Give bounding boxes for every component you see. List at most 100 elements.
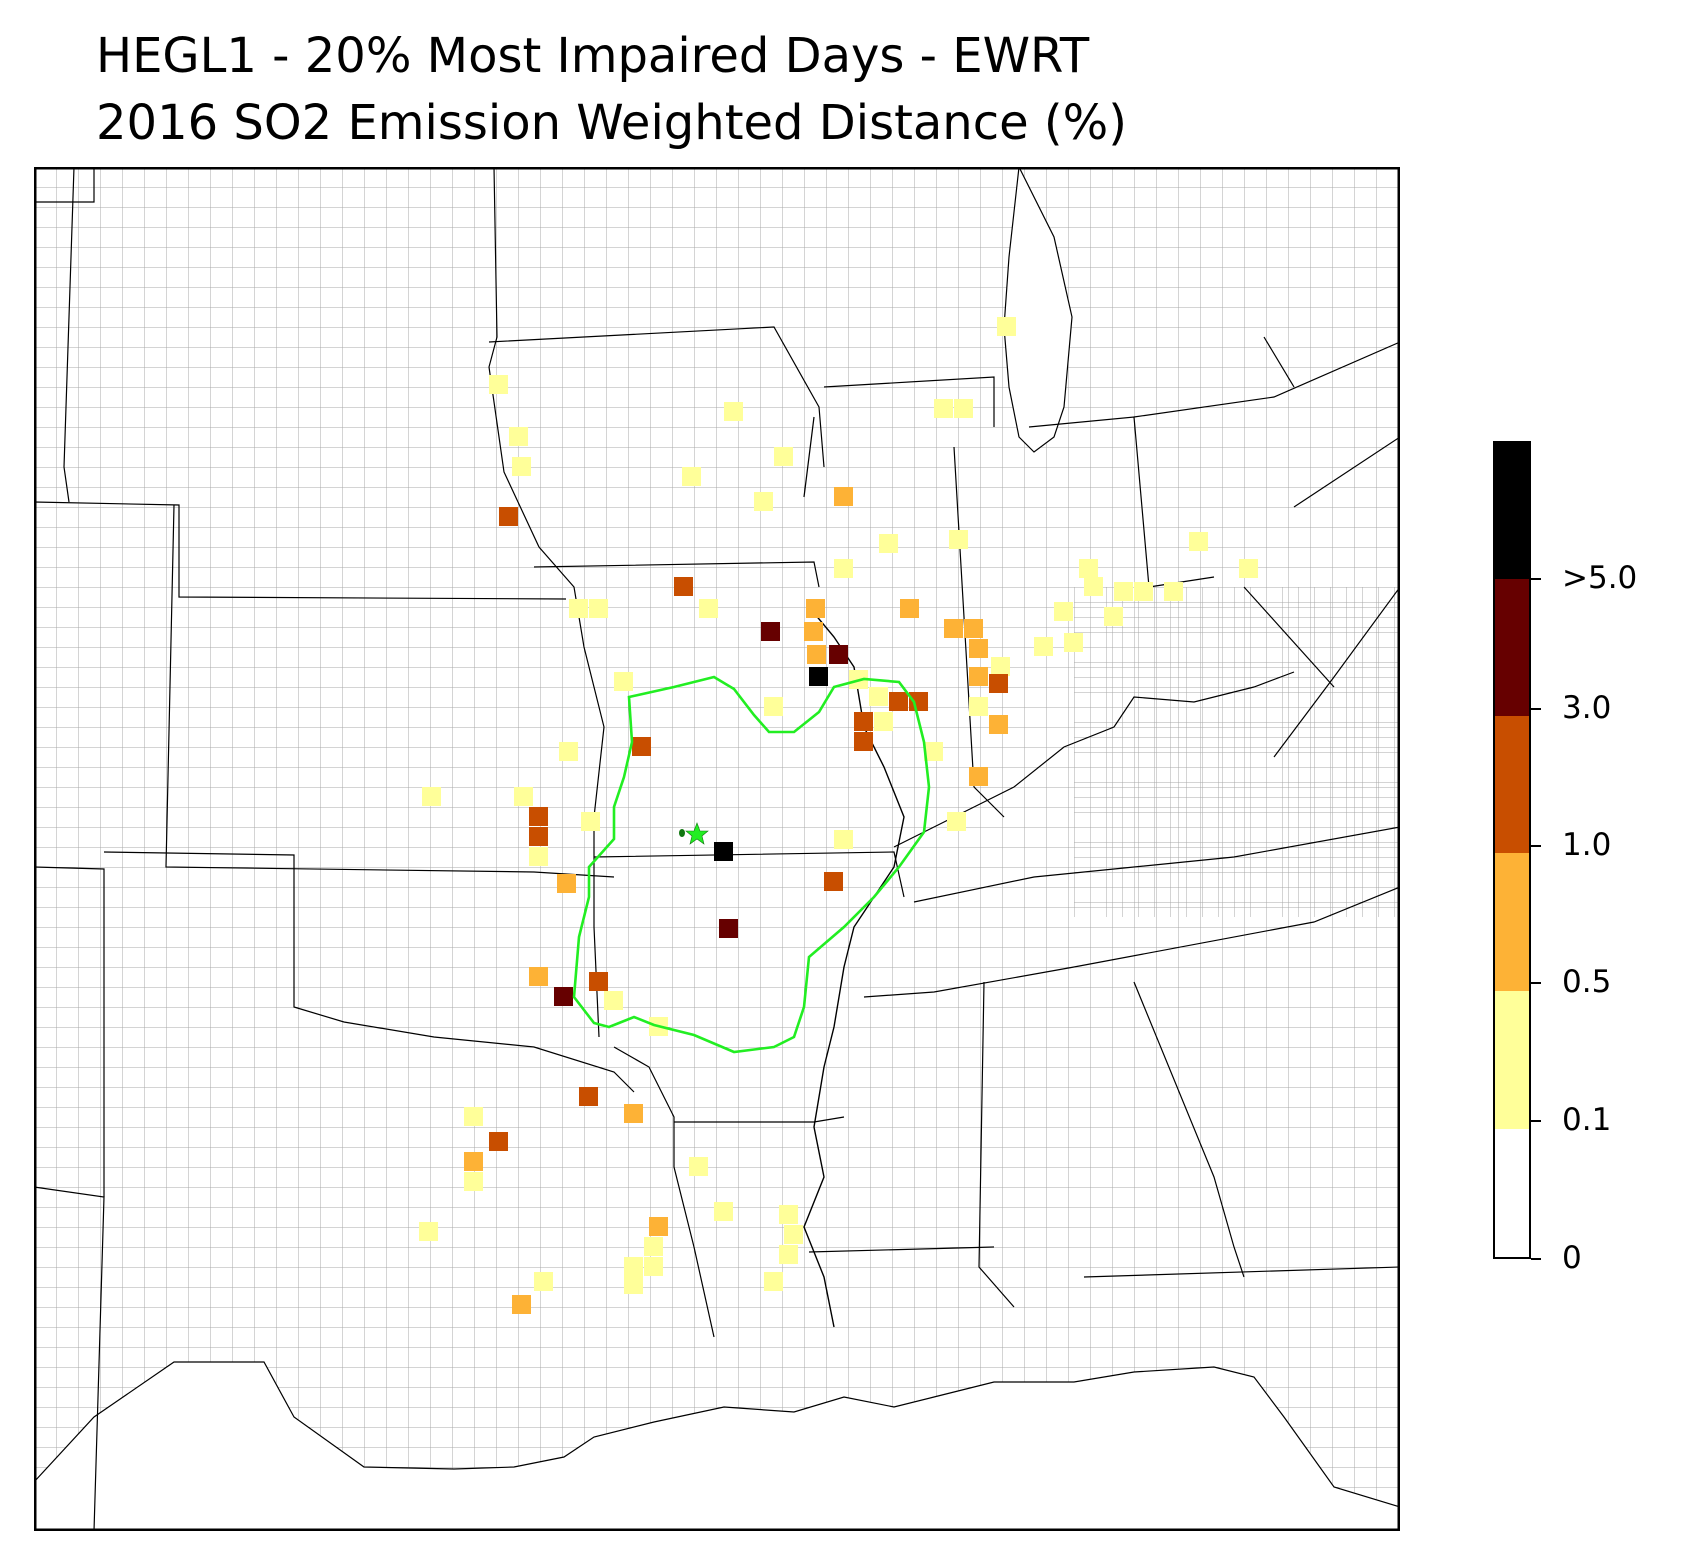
emission-cell [869, 687, 888, 706]
gulf-of-mexico [34, 1361, 1400, 1531]
colorbar-bin-5 [1493, 441, 1531, 579]
emission-cell [1189, 532, 1208, 551]
colorbar-label-1: 0.1 [1562, 1102, 1612, 1138]
colorbar-tick-5 [1531, 578, 1541, 580]
emission-cell [934, 399, 953, 418]
emission-cell [464, 1152, 483, 1171]
emission-cell [909, 692, 928, 711]
emission-cell [949, 530, 968, 549]
emission-cell [834, 830, 853, 849]
emission-cell [509, 427, 528, 446]
emission-cell [889, 692, 908, 711]
emission-cell [534, 1272, 553, 1291]
emission-cell [834, 487, 853, 506]
emission-cell [499, 507, 518, 526]
emission-cell [969, 767, 988, 786]
chart-title-line-2: 2016 SO2 Emission Weighted Distance (%) [96, 95, 1127, 151]
emission-cell [489, 1132, 508, 1151]
emission-cell [489, 375, 508, 394]
emission-cell [997, 317, 1016, 336]
emission-cell [579, 1087, 598, 1106]
emission-cell [809, 667, 828, 686]
colorbar-bin-2 [1493, 853, 1531, 991]
emission-cell [649, 1217, 668, 1236]
colorbar-tick-3 [1531, 845, 1541, 847]
colorbar-tick-0 [1531, 1258, 1541, 1260]
emission-cell [764, 697, 783, 716]
emission-cell [807, 645, 826, 664]
emission-cell [529, 827, 548, 846]
county-grid [34, 167, 1400, 1531]
emission-cell [991, 657, 1010, 676]
emission-cell [559, 742, 578, 761]
emission-cell [644, 1257, 663, 1276]
emission-cell [806, 599, 825, 618]
emission-cell [714, 842, 733, 861]
emission-cell [824, 872, 843, 891]
emission-cell [719, 919, 738, 938]
emission-cell [1079, 559, 1098, 578]
emission-cell [1034, 637, 1053, 656]
colorbar-tick-1 [1531, 1120, 1541, 1122]
emission-cell [774, 447, 793, 466]
emission-cell [1054, 602, 1073, 621]
emission-cell [614, 672, 633, 691]
emission-cell [1084, 577, 1103, 596]
emission-cell [581, 812, 600, 831]
emission-cell [419, 1222, 438, 1241]
trajectory-contour [572, 675, 931, 1054]
colorbar-label-2: 0.5 [1562, 964, 1612, 1000]
emission-cell [714, 1202, 733, 1221]
colorbar-tick-2 [1531, 982, 1541, 984]
emission-cells [419, 317, 1258, 1314]
colorbar-label-5: >5.0 [1562, 560, 1638, 596]
colorbar-label-4: 3.0 [1562, 690, 1612, 726]
emission-cell [1164, 582, 1183, 601]
ohio-river [893, 671, 1295, 848]
emission-cell [632, 737, 651, 756]
emission-cell [674, 577, 693, 596]
emission-cell [969, 639, 988, 658]
emission-cell [624, 1257, 643, 1276]
emission-cell [900, 599, 919, 618]
emission-cell [989, 674, 1008, 693]
emission-cell [554, 987, 573, 1006]
emission-cell [1114, 582, 1133, 601]
emission-cell [529, 967, 548, 986]
emission-cell [854, 732, 873, 751]
colorbar-label-3: 1.0 [1562, 827, 1612, 863]
emission-cell [529, 847, 548, 866]
receptor-marker [679, 829, 685, 837]
colorbar-bin-4 [1493, 579, 1531, 716]
emission-cell [947, 812, 966, 831]
emission-cell [557, 874, 576, 893]
emission-cell [1064, 633, 1083, 652]
colorbar-bin-1 [1493, 991, 1531, 1129]
emission-cell [924, 742, 943, 761]
emission-cell [879, 534, 898, 553]
emission-cell [874, 712, 893, 731]
colorbar-tick-4 [1531, 708, 1541, 710]
emission-cell [682, 467, 701, 486]
emission-cell [512, 457, 531, 476]
emission-cell [779, 1205, 798, 1224]
emission-cell [422, 787, 441, 806]
colorbar-label-0: 0 [1562, 1240, 1582, 1276]
emission-cell [1239, 559, 1258, 578]
emission-cell [604, 991, 623, 1010]
emission-cell [624, 1275, 643, 1294]
emission-cell [464, 1172, 483, 1191]
emission-cell [514, 787, 533, 806]
emission-cell [829, 645, 848, 664]
colorbar-outline [1493, 441, 1531, 1259]
emission-cell [944, 619, 963, 638]
emission-cell [512, 1295, 531, 1314]
emission-cell [569, 599, 588, 618]
chart-title-line-1: HEGL1 - 20% Most Impaired Days - EWRT [96, 28, 1090, 84]
emission-cell [1104, 607, 1123, 626]
emission-cell [784, 1225, 803, 1244]
colorbar-bin-3 [1493, 716, 1531, 853]
emission-cell [764, 1272, 783, 1291]
emission-cell [529, 807, 548, 826]
receptor-star-icon [685, 822, 709, 845]
